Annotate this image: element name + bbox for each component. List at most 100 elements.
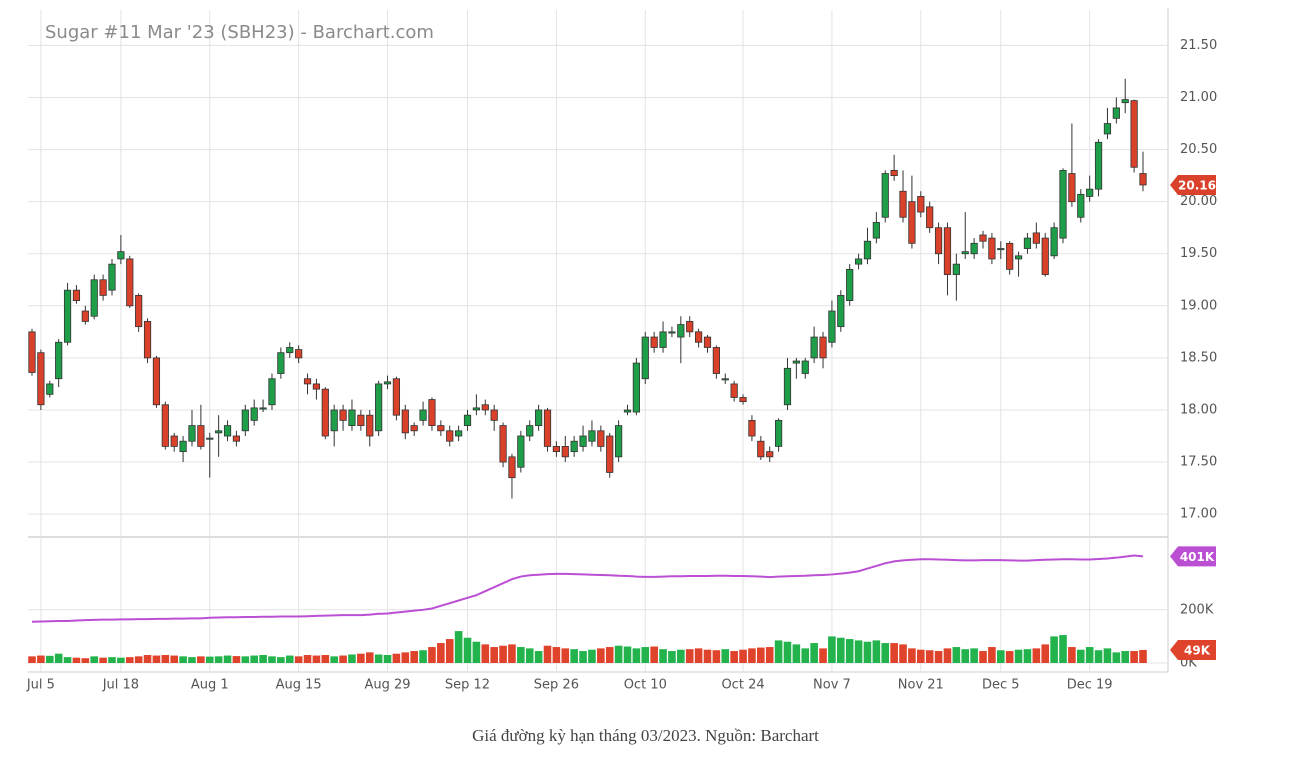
last-price-label-bg [1170,174,1216,195]
candle-body [677,324,685,338]
volume-bar [454,631,463,663]
candle-body [37,352,45,406]
volume-bar [632,648,641,663]
candle-body [997,248,1005,251]
candle-body [552,446,560,453]
volume-bar [739,649,747,663]
x-tick-label: Dec 5 [982,678,1020,693]
candle-body [117,251,125,260]
volume-bar [357,653,365,663]
volume-bar [223,655,232,663]
candle-body [383,381,392,385]
candle-body [943,227,952,275]
candle-body [481,404,489,411]
volume-bar [312,655,321,663]
y-tick-label: 17.00 [1180,507,1217,522]
x-tick-label: Sep 12 [445,678,490,693]
volume-bar [1023,649,1032,663]
x-tick-label: Sep 26 [534,678,579,693]
candle-body [543,409,552,447]
candle-body [517,435,525,468]
volume-bar [508,644,516,663]
candle-body [872,222,880,239]
candle-body [303,378,312,385]
candle-body [46,383,54,395]
volume-bar [330,656,338,663]
candle-body [792,360,800,364]
volume-bar [205,656,214,663]
candle-body [890,170,898,177]
candle-body [259,407,267,410]
y-tick-label: 20.00 [1180,194,1217,209]
candle-body [579,435,587,447]
volume-bar [730,651,738,663]
candle-body [561,446,569,458]
candle-body [668,331,676,334]
candle-body [819,336,827,359]
volume-bar [1059,635,1067,663]
candle-body [179,440,187,453]
open-interest-last-label: 401K [1180,550,1215,564]
volume-bar [197,656,205,663]
volume-bar [401,652,410,663]
y-tick-label: 21.50 [1180,38,1217,53]
y-tick-label: 18.00 [1180,402,1217,417]
candle-body [588,430,596,442]
candle-body [757,440,765,458]
candle-body [410,425,418,432]
candle-body [730,383,738,398]
volume-bar [170,655,179,663]
candle-body [641,336,649,380]
volume-bar [428,647,436,663]
candle-body [197,425,205,447]
candle-body [748,419,756,437]
volume-bar [534,651,543,663]
candle-body [55,341,63,380]
candle-body [615,425,623,458]
volume-bar [579,651,587,663]
candle-body [1103,123,1112,135]
volume-bar [481,644,490,663]
candle-body [783,367,792,406]
chart: 17.00 17.50 18.00 18.50 19.00 19.50 20.00 20.50… [25,8,1218,693]
candle-body [1032,232,1040,244]
x-tick-label: Dec 19 [1067,678,1113,693]
x-tick-label: Aug 15 [276,678,322,693]
candle-body [1139,173,1147,186]
x-tick-label: Oct 10 [624,678,667,693]
candle-body [1077,193,1085,218]
volume-bar [819,648,827,663]
candle-body [1068,173,1076,203]
candle-body [295,349,303,359]
candle-body [1041,237,1049,275]
volume-bar [792,644,801,663]
candle-body [934,227,943,255]
candle-body [535,409,543,426]
x-tick-label: Jul 5 [26,678,55,693]
volume-bar [445,639,454,663]
candle-body [428,399,436,426]
candle-body [152,357,161,406]
candle-body [739,397,747,403]
volume-bar [161,655,170,663]
volume-bar [543,645,552,663]
volume-bar [810,643,818,663]
candle-body [108,263,116,291]
volume-bar [1014,649,1023,663]
volume-bar [979,651,987,663]
volume-bar [881,643,890,663]
candle-body [632,362,640,413]
volume-bar [437,643,445,663]
candle-body [321,388,329,437]
candle-body [863,240,872,260]
candle-body [472,407,481,411]
candle-body [223,425,232,437]
candle-body [846,268,854,302]
volume-bar [1112,652,1121,663]
y-tick-label: 21.00 [1180,90,1217,105]
volume-bar [845,639,854,663]
volume-bar [90,656,99,663]
volume-bar [1094,650,1103,663]
y-tick-label: 20.50 [1180,142,1217,157]
volume-bar [214,656,223,663]
